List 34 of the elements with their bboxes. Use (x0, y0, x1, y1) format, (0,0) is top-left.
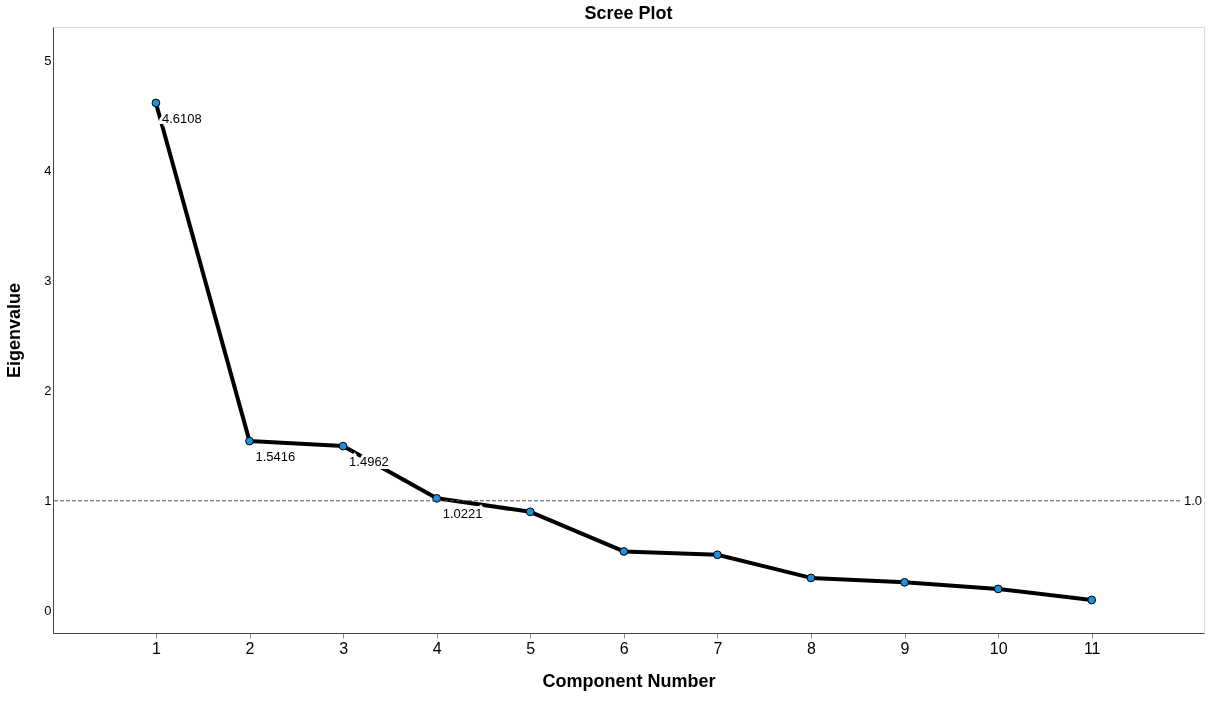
point (338, 441, 348, 451)
point (806, 573, 816, 583)
point (900, 577, 909, 587)
x-tick-label: 7 (713, 639, 723, 657)
x-tick-label: 11 (1083, 639, 1101, 657)
point (525, 507, 535, 517)
point (619, 547, 629, 556)
point (151, 98, 161, 108)
y-tick-label: 0 (44, 603, 52, 619)
x-tick-label: 6 (619, 639, 629, 657)
y-tick-label: 4 (44, 162, 52, 178)
point (713, 550, 722, 560)
x-tick-label: 9 (900, 639, 910, 657)
point (245, 436, 254, 446)
y-tick-label: 1 (44, 493, 52, 509)
data-label: 1.5416 (255, 449, 296, 465)
y-axis-title: Eigenvalue (4, 282, 25, 379)
y-tick-label: 3 (44, 272, 52, 288)
x-tick-label: 8 (807, 639, 817, 657)
y-tick-label: 2 (44, 383, 52, 399)
x-tick-label: 10 (989, 639, 1008, 657)
data-label: 1.0221 (442, 506, 483, 522)
x-tick-label: 1 (151, 639, 161, 657)
point (993, 584, 1003, 594)
x-tick-label: 4 (432, 639, 442, 657)
chart-title: Scree Plot (584, 3, 673, 23)
data-label: 4.6108 (161, 110, 202, 126)
x-tick-label: 3 (339, 639, 349, 657)
x-tick-label: 5 (526, 639, 536, 657)
point (432, 493, 442, 503)
x-axis-title: Component Number (542, 670, 716, 691)
y-tick-label: 5 (44, 52, 52, 68)
point (1087, 595, 1097, 605)
x-tick-label: 2 (245, 639, 255, 657)
